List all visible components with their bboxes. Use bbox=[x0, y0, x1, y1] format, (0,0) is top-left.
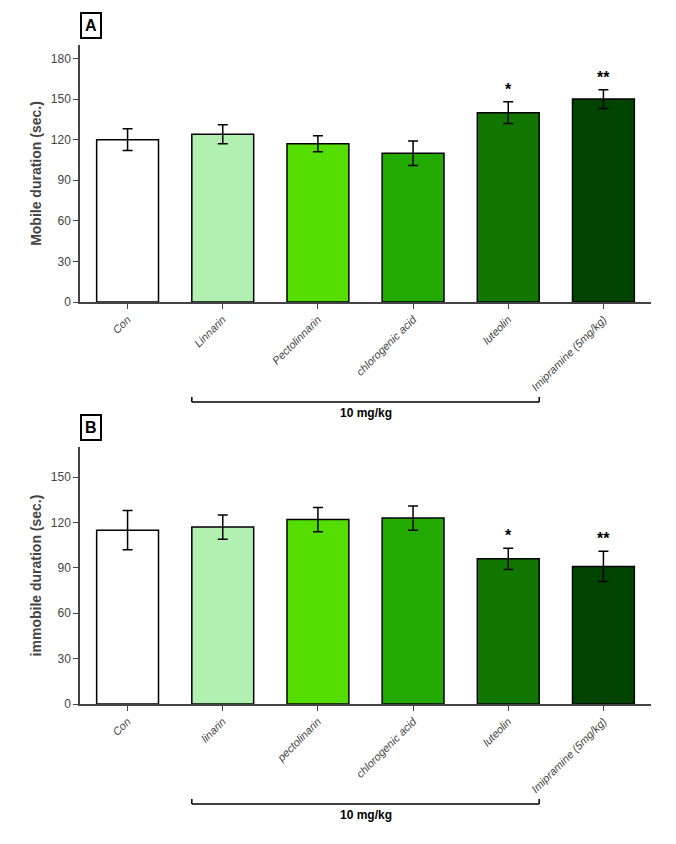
svg-text:0: 0 bbox=[64, 697, 71, 711]
svg-text:10 mg/kg: 10 mg/kg bbox=[340, 808, 392, 822]
svg-text:150: 150 bbox=[51, 92, 71, 106]
svg-text:0: 0 bbox=[64, 295, 71, 309]
svg-text:A: A bbox=[85, 17, 97, 34]
svg-text:180: 180 bbox=[51, 52, 71, 66]
svg-text:immobile duration (sec.): immobile duration (sec.) bbox=[29, 495, 45, 657]
svg-text:90: 90 bbox=[57, 173, 71, 187]
svg-text:120: 120 bbox=[51, 133, 71, 147]
svg-text:150: 150 bbox=[51, 470, 71, 484]
svg-text:Con: Con bbox=[110, 715, 133, 738]
svg-text:chlorogenic acid: chlorogenic acid bbox=[354, 313, 419, 378]
svg-text:60: 60 bbox=[57, 214, 71, 228]
svg-text:luteolin: luteolin bbox=[480, 715, 513, 748]
svg-text:30: 30 bbox=[57, 255, 71, 269]
svg-text:90: 90 bbox=[57, 561, 71, 575]
svg-text:10 mg/kg: 10 mg/kg bbox=[340, 406, 392, 420]
svg-text:luteolin: luteolin bbox=[480, 313, 513, 346]
svg-text:pectolinarin: pectolinarin bbox=[274, 715, 323, 764]
svg-text:30: 30 bbox=[57, 652, 71, 666]
svg-text:**: ** bbox=[597, 69, 610, 86]
svg-text:linarin: linarin bbox=[199, 715, 228, 744]
svg-text:Mobile duration (sec.): Mobile duration (sec.) bbox=[29, 101, 45, 246]
svg-text:*: * bbox=[505, 81, 512, 98]
svg-text:Imipramine (5mg/kg): Imipramine (5mg/kg) bbox=[529, 715, 609, 795]
svg-text:*: * bbox=[505, 527, 512, 544]
svg-text:Linnarin: Linnarin bbox=[192, 313, 228, 349]
svg-text:B: B bbox=[85, 419, 97, 436]
svg-text:Imipramine (5mg/kg): Imipramine (5mg/kg) bbox=[529, 313, 609, 393]
svg-text:chlorogenic acid: chlorogenic acid bbox=[354, 715, 419, 780]
svg-text:60: 60 bbox=[57, 606, 71, 620]
svg-text:120: 120 bbox=[51, 516, 71, 530]
svg-text:**: ** bbox=[597, 530, 610, 547]
svg-text:Con: Con bbox=[110, 313, 133, 336]
svg-text:Pectolinnarin: Pectolinnarin bbox=[270, 313, 323, 366]
